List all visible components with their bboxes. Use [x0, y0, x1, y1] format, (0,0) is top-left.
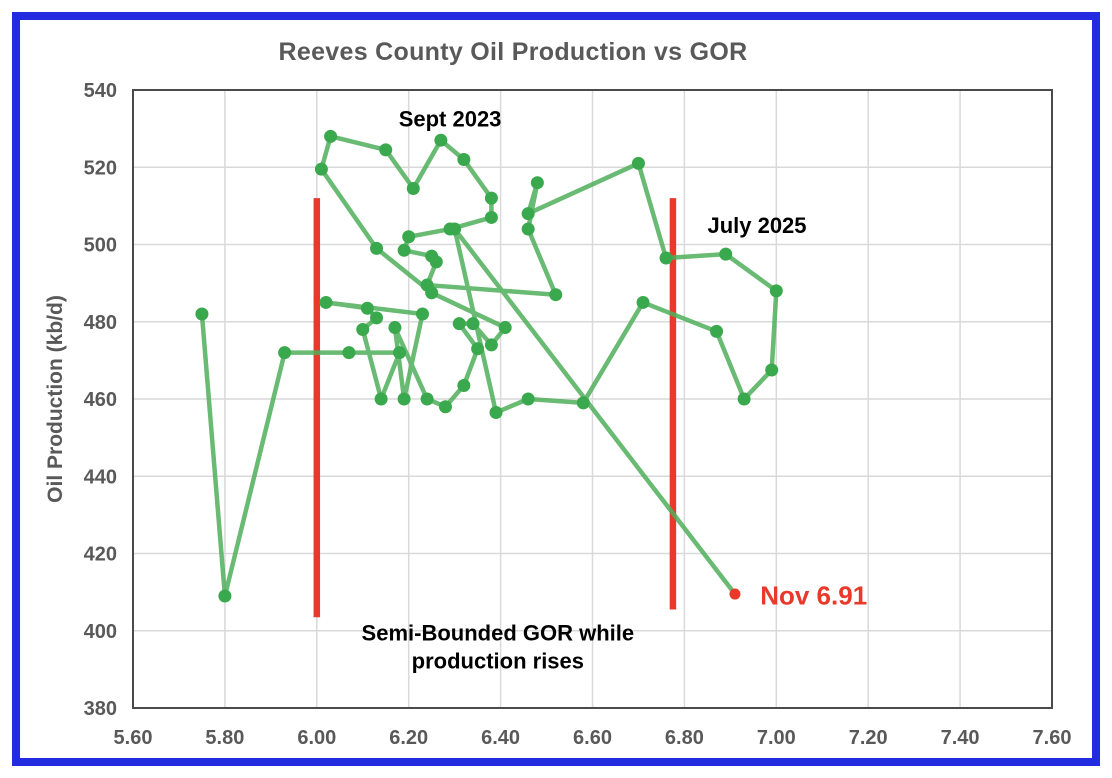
- annotation-gor-note: Semi-Bounded GOR while production rises: [362, 620, 635, 673]
- annotation-nov-6-91: Nov 6.91: [760, 580, 867, 610]
- data-point-marker: [393, 346, 407, 360]
- data-point-marker: [218, 589, 232, 603]
- x-axis-tick-label: 7.20: [849, 727, 888, 749]
- data-point-marker: [466, 317, 480, 331]
- data-point-marker: [452, 317, 466, 331]
- data-point-marker: [434, 133, 448, 147]
- y-axis-tick-label: 420: [84, 544, 117, 566]
- data-point-marker: [489, 406, 503, 420]
- x-axis-tick-label: 6.80: [665, 727, 704, 749]
- data-point-marker: [324, 129, 338, 143]
- data-point-marker: [195, 307, 209, 321]
- data-point-marker: [484, 338, 498, 352]
- data-point-marker: [484, 210, 498, 224]
- data-point-marker: [765, 363, 779, 377]
- data-point-marker: [397, 392, 411, 406]
- data-point-marker: [420, 278, 434, 292]
- data-point-marker: [388, 321, 402, 335]
- x-axis-tick-label: 6.20: [389, 727, 428, 749]
- series-line: [199, 134, 779, 599]
- x-axis-tick-label: 7.00: [757, 727, 796, 749]
- x-axis-tick-label: 5.80: [205, 727, 244, 749]
- data-point-marker: [521, 207, 535, 221]
- x-axis-tick-label: 5.60: [114, 727, 153, 749]
- data-point-marker: [448, 222, 462, 236]
- x-axis-tick-label: 7.40: [941, 727, 980, 749]
- data-point-marker: [314, 162, 328, 176]
- x-axis-tick-label: 7.60: [1033, 727, 1072, 749]
- data-point-marker: [420, 392, 434, 406]
- data-point-marker: [498, 321, 512, 335]
- data-point-marker: [457, 153, 471, 167]
- y-axis-tick-label: 400: [84, 621, 117, 643]
- data-point-marker: [342, 346, 356, 360]
- data-point-marker: [576, 396, 590, 410]
- data-point-marker: [438, 400, 452, 414]
- y-axis-tick-label: 480: [84, 312, 117, 334]
- data-point-marker: [360, 301, 374, 315]
- data-point-marker: [429, 255, 443, 269]
- y-axis-tick-label: 520: [84, 157, 117, 179]
- data-point-marker: [379, 143, 393, 157]
- data-point-marker: [521, 222, 535, 236]
- data-point-marker: [769, 284, 783, 298]
- data-point-marker: [406, 181, 420, 195]
- x-axis-tick-label: 6.60: [573, 727, 612, 749]
- data-point-marker: [457, 378, 471, 392]
- data-point-marker: [370, 311, 384, 325]
- x-axis-tick-label: 6.00: [297, 727, 336, 749]
- data-point-marker: [471, 342, 485, 356]
- data-point-marker: [521, 392, 535, 406]
- data-point-marker: [710, 324, 724, 338]
- data-point-marker: [719, 247, 733, 261]
- data-point-marker: [415, 307, 429, 321]
- y-axis-tick-label: 500: [84, 235, 117, 257]
- plot-border: [132, 89, 1053, 709]
- annotation-july-2025: July 2025: [707, 213, 806, 238]
- data-point-marker: [737, 392, 751, 406]
- data-point-marker: [530, 176, 544, 190]
- annotation-sept-2023: Sept 2023: [399, 107, 502, 132]
- data-point-marker: [402, 230, 416, 244]
- data-point-marker: [374, 392, 388, 406]
- y-axis-tick-label: 380: [84, 698, 117, 720]
- data-point-marker: [549, 288, 563, 302]
- data-point-marker: [659, 251, 673, 265]
- data-point-marker: [631, 156, 645, 170]
- y-axis-tick-label: 540: [84, 80, 117, 102]
- data-point-marker: [484, 191, 498, 205]
- y-axis-tick-label: 460: [84, 389, 117, 411]
- data-point-marker: [356, 322, 370, 336]
- chart-title: Reeves County Oil Production vs GOR: [278, 38, 748, 66]
- data-point-marker: [370, 241, 384, 255]
- data-point-marker: [278, 346, 292, 360]
- data-point-marker: [397, 243, 411, 257]
- data-point-marker: [636, 295, 650, 309]
- x-axis-tick-label: 6.40: [481, 727, 520, 749]
- data-point-marker: [319, 295, 333, 309]
- y-axis-tick-label: 440: [84, 466, 117, 488]
- figure-border-frame: [12, 12, 1100, 766]
- end-point-marker-nov: [729, 588, 741, 600]
